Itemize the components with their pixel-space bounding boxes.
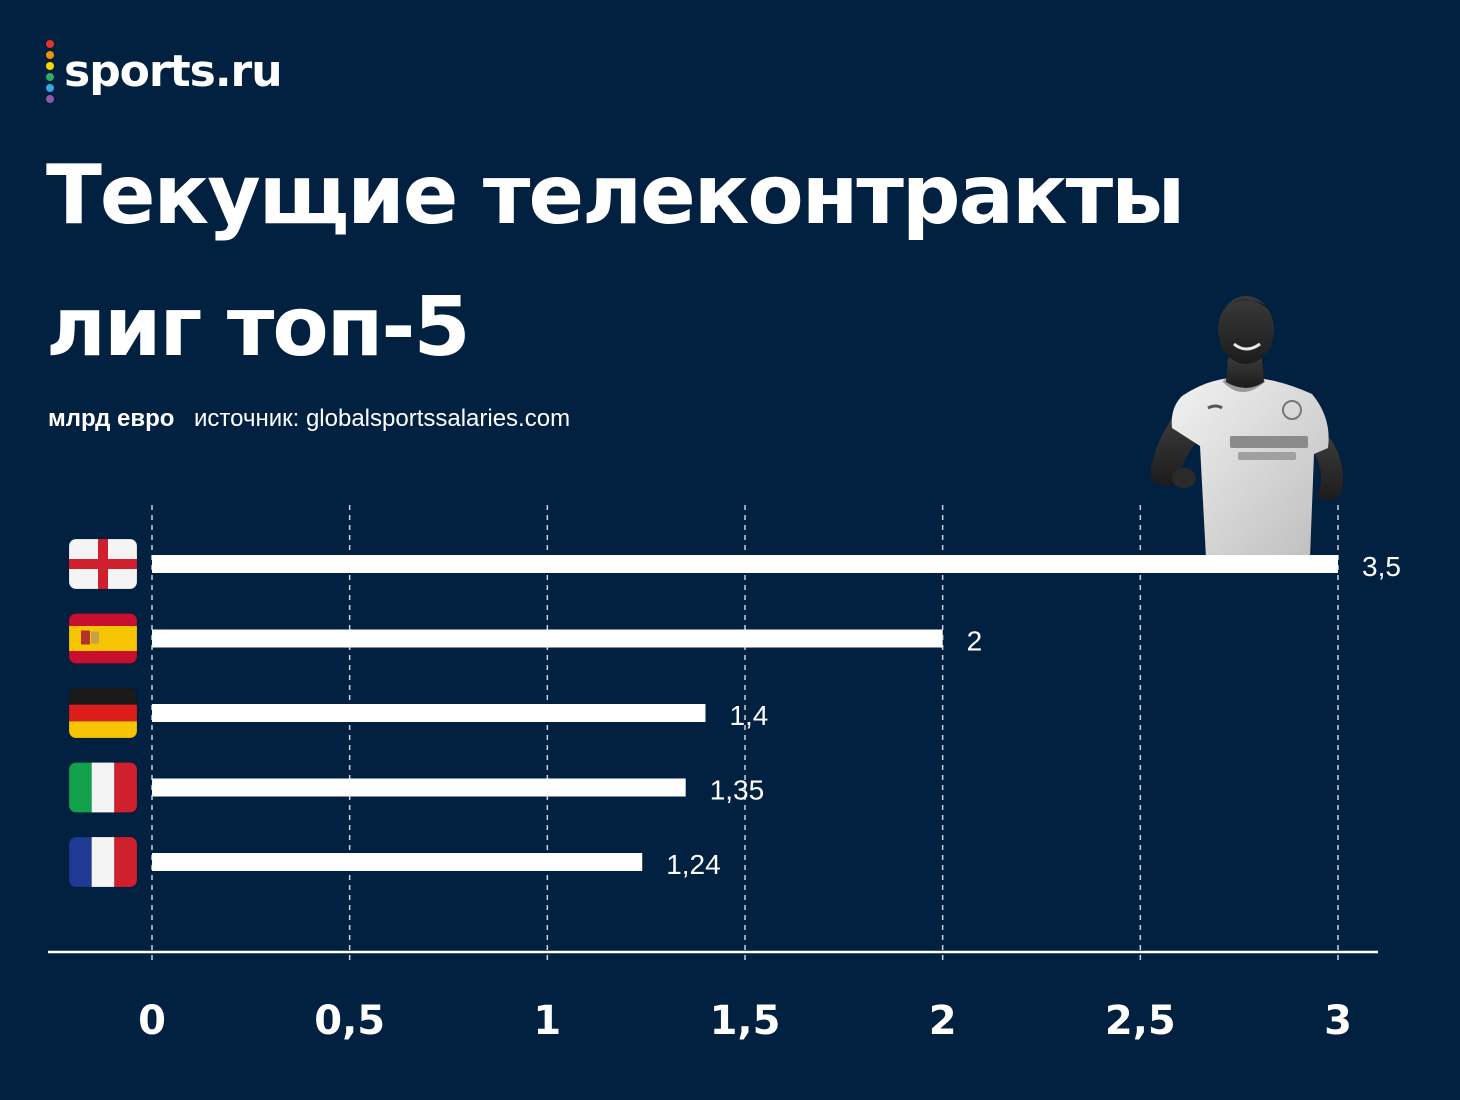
italy-flag-icon: [68, 762, 138, 813]
value-label: 1,35: [710, 775, 765, 806]
bar-germany: [152, 704, 706, 722]
england-flag-icon: [68, 538, 138, 590]
player-photo: [1150, 296, 1344, 558]
chart-title: Текущие телеконтракты лиг топ-5: [46, 148, 1185, 375]
source-label: источник: globalsportssalaries.com: [194, 405, 571, 432]
x-tick-label: 0: [138, 998, 166, 1044]
bar-england: [152, 555, 1338, 573]
bar-spain: [152, 629, 943, 648]
germany-flag-icon: [68, 687, 138, 739]
logo-dot: [46, 51, 54, 59]
unit-label: млрд евро: [48, 405, 175, 432]
x-tick-label: 2: [929, 998, 957, 1044]
spain-flag-icon: [68, 613, 138, 664]
bar-france: [152, 853, 643, 871]
logo-dot: [46, 62, 54, 70]
logo-text: sports.ru: [64, 45, 283, 97]
logo-dot: [46, 73, 54, 81]
logo-dots-icon: [46, 40, 54, 103]
france-flag-icon: [68, 836, 138, 888]
value-label: 3,5: [1362, 551, 1401, 582]
value-label: 2: [967, 626, 983, 657]
x-tick-label: 3: [1324, 998, 1352, 1044]
bar-italy: [152, 778, 686, 797]
value-label: 1,4: [729, 700, 768, 731]
value-label: 1,24: [666, 849, 721, 880]
x-tick-label: 1: [533, 998, 561, 1044]
x-tick-label: 2,5: [1105, 998, 1176, 1044]
sports-ru-logo: sports.ru: [46, 40, 283, 103]
logo-dot: [46, 95, 54, 103]
logo-dot: [46, 40, 54, 48]
x-tick-label: 1,5: [710, 998, 781, 1044]
logo-dot: [46, 84, 54, 92]
x-tick-label: 0,5: [314, 998, 385, 1044]
